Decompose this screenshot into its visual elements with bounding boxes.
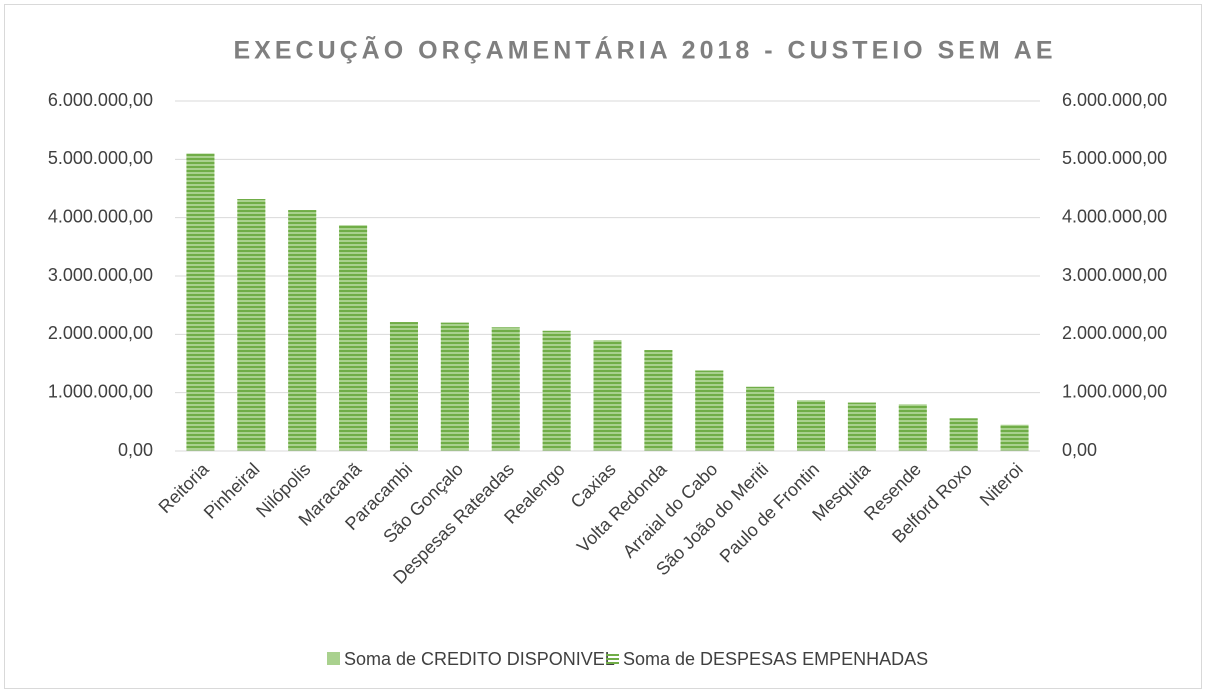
y2-tick-label: 2.000.000,00: [1062, 323, 1167, 343]
legend-swatch: [327, 652, 340, 665]
y-tick-label: 1.000.000,00: [48, 381, 153, 401]
legend-swatch: [606, 652, 619, 665]
bar: [695, 370, 724, 451]
y2-tick-label: 3.000.000,00: [1062, 265, 1167, 285]
y2-tick-label: 6.000.000,00: [1062, 90, 1167, 110]
bar: [288, 210, 317, 451]
legend-label: Soma de DESPESAS EMPENHADAS: [623, 649, 928, 669]
bar: [847, 402, 876, 451]
y2-tick-label: 5.000.000,00: [1062, 148, 1167, 168]
bar: [186, 153, 215, 451]
bar: [339, 225, 368, 451]
bar: [542, 330, 571, 451]
bar: [898, 404, 927, 451]
y-tick-label: 6.000.000,00: [48, 90, 153, 110]
y-tick-label: 4.000.000,00: [48, 206, 153, 226]
bar: [1000, 424, 1029, 451]
y-tick-label: 5.000.000,00: [48, 148, 153, 168]
chart-title: EXECUÇÃO ORÇAMENTÁRIA 2018 - CUSTEIO SEM…: [233, 35, 1056, 65]
y-tick-label: 3.000.000,00: [48, 265, 153, 285]
y2-tick-label: 1.000.000,00: [1062, 381, 1167, 401]
bar: [237, 199, 266, 451]
bar: [491, 327, 520, 451]
bar: [797, 400, 826, 451]
bar: [389, 322, 418, 451]
bar: [949, 418, 978, 451]
y-tick-label: 0,00: [118, 440, 153, 460]
y2-tick-label: 0,00: [1062, 440, 1097, 460]
bar: [440, 322, 469, 451]
y2-tick-label: 4.000.000,00: [1062, 206, 1167, 226]
bar: [593, 340, 622, 451]
bar: [644, 350, 673, 451]
y-tick-label: 2.000.000,00: [48, 323, 153, 343]
legend-label: Soma de CREDITO DISPONIVEL: [344, 649, 615, 669]
bar: [746, 386, 775, 451]
